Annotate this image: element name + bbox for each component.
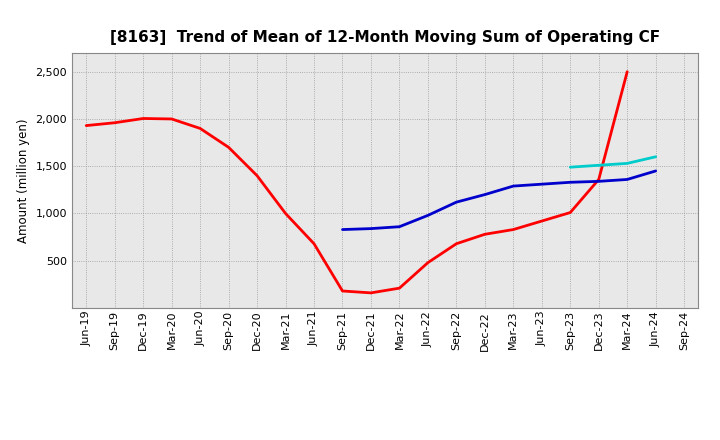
Title: [8163]  Trend of Mean of 12-Month Moving Sum of Operating CF: [8163] Trend of Mean of 12-Month Moving … [110, 29, 660, 45]
Y-axis label: Amount (million yen): Amount (million yen) [17, 118, 30, 242]
